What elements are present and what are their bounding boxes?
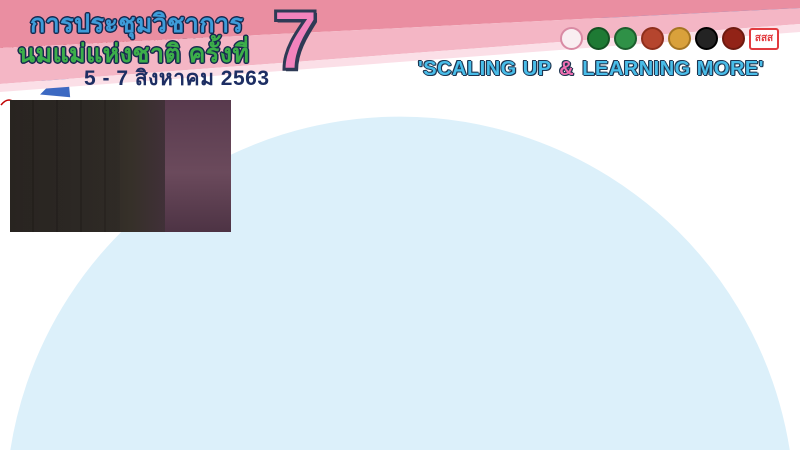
slogan-part2: LEARNING MORE' bbox=[576, 58, 765, 80]
dark-red-seal bbox=[722, 27, 745, 50]
green-org-seal-1 bbox=[587, 27, 610, 50]
conference-dates: 5 - 7 สิงหาคม 2563 bbox=[84, 67, 270, 90]
gold-crown-emblem bbox=[668, 27, 691, 50]
slogan-ampersand: & bbox=[559, 58, 575, 80]
slogan-part1: 'SCALING UP bbox=[417, 58, 558, 80]
conference-title-line2: นมแม่แห่งชาติ ครั้งที่ bbox=[18, 40, 250, 68]
projection-screen bbox=[165, 100, 231, 232]
mother-and-child-logo bbox=[560, 27, 583, 50]
green-org-seal-2 bbox=[614, 27, 637, 50]
speaker-video bbox=[10, 100, 231, 232]
royal-red-gold-emblem bbox=[641, 27, 664, 50]
conference-slogan: 'SCALING UP & LEARNING MORE' bbox=[390, 58, 792, 81]
stage-wall-panels bbox=[10, 100, 120, 232]
thai-health-sss-logo: สสส bbox=[749, 27, 779, 50]
black-university-seal bbox=[695, 27, 718, 50]
sponsor-logo-row: สสส bbox=[560, 27, 779, 50]
conference-title-line1: การประชุมวิชาการ bbox=[30, 10, 244, 38]
edition-number: 7 bbox=[271, 0, 321, 88]
